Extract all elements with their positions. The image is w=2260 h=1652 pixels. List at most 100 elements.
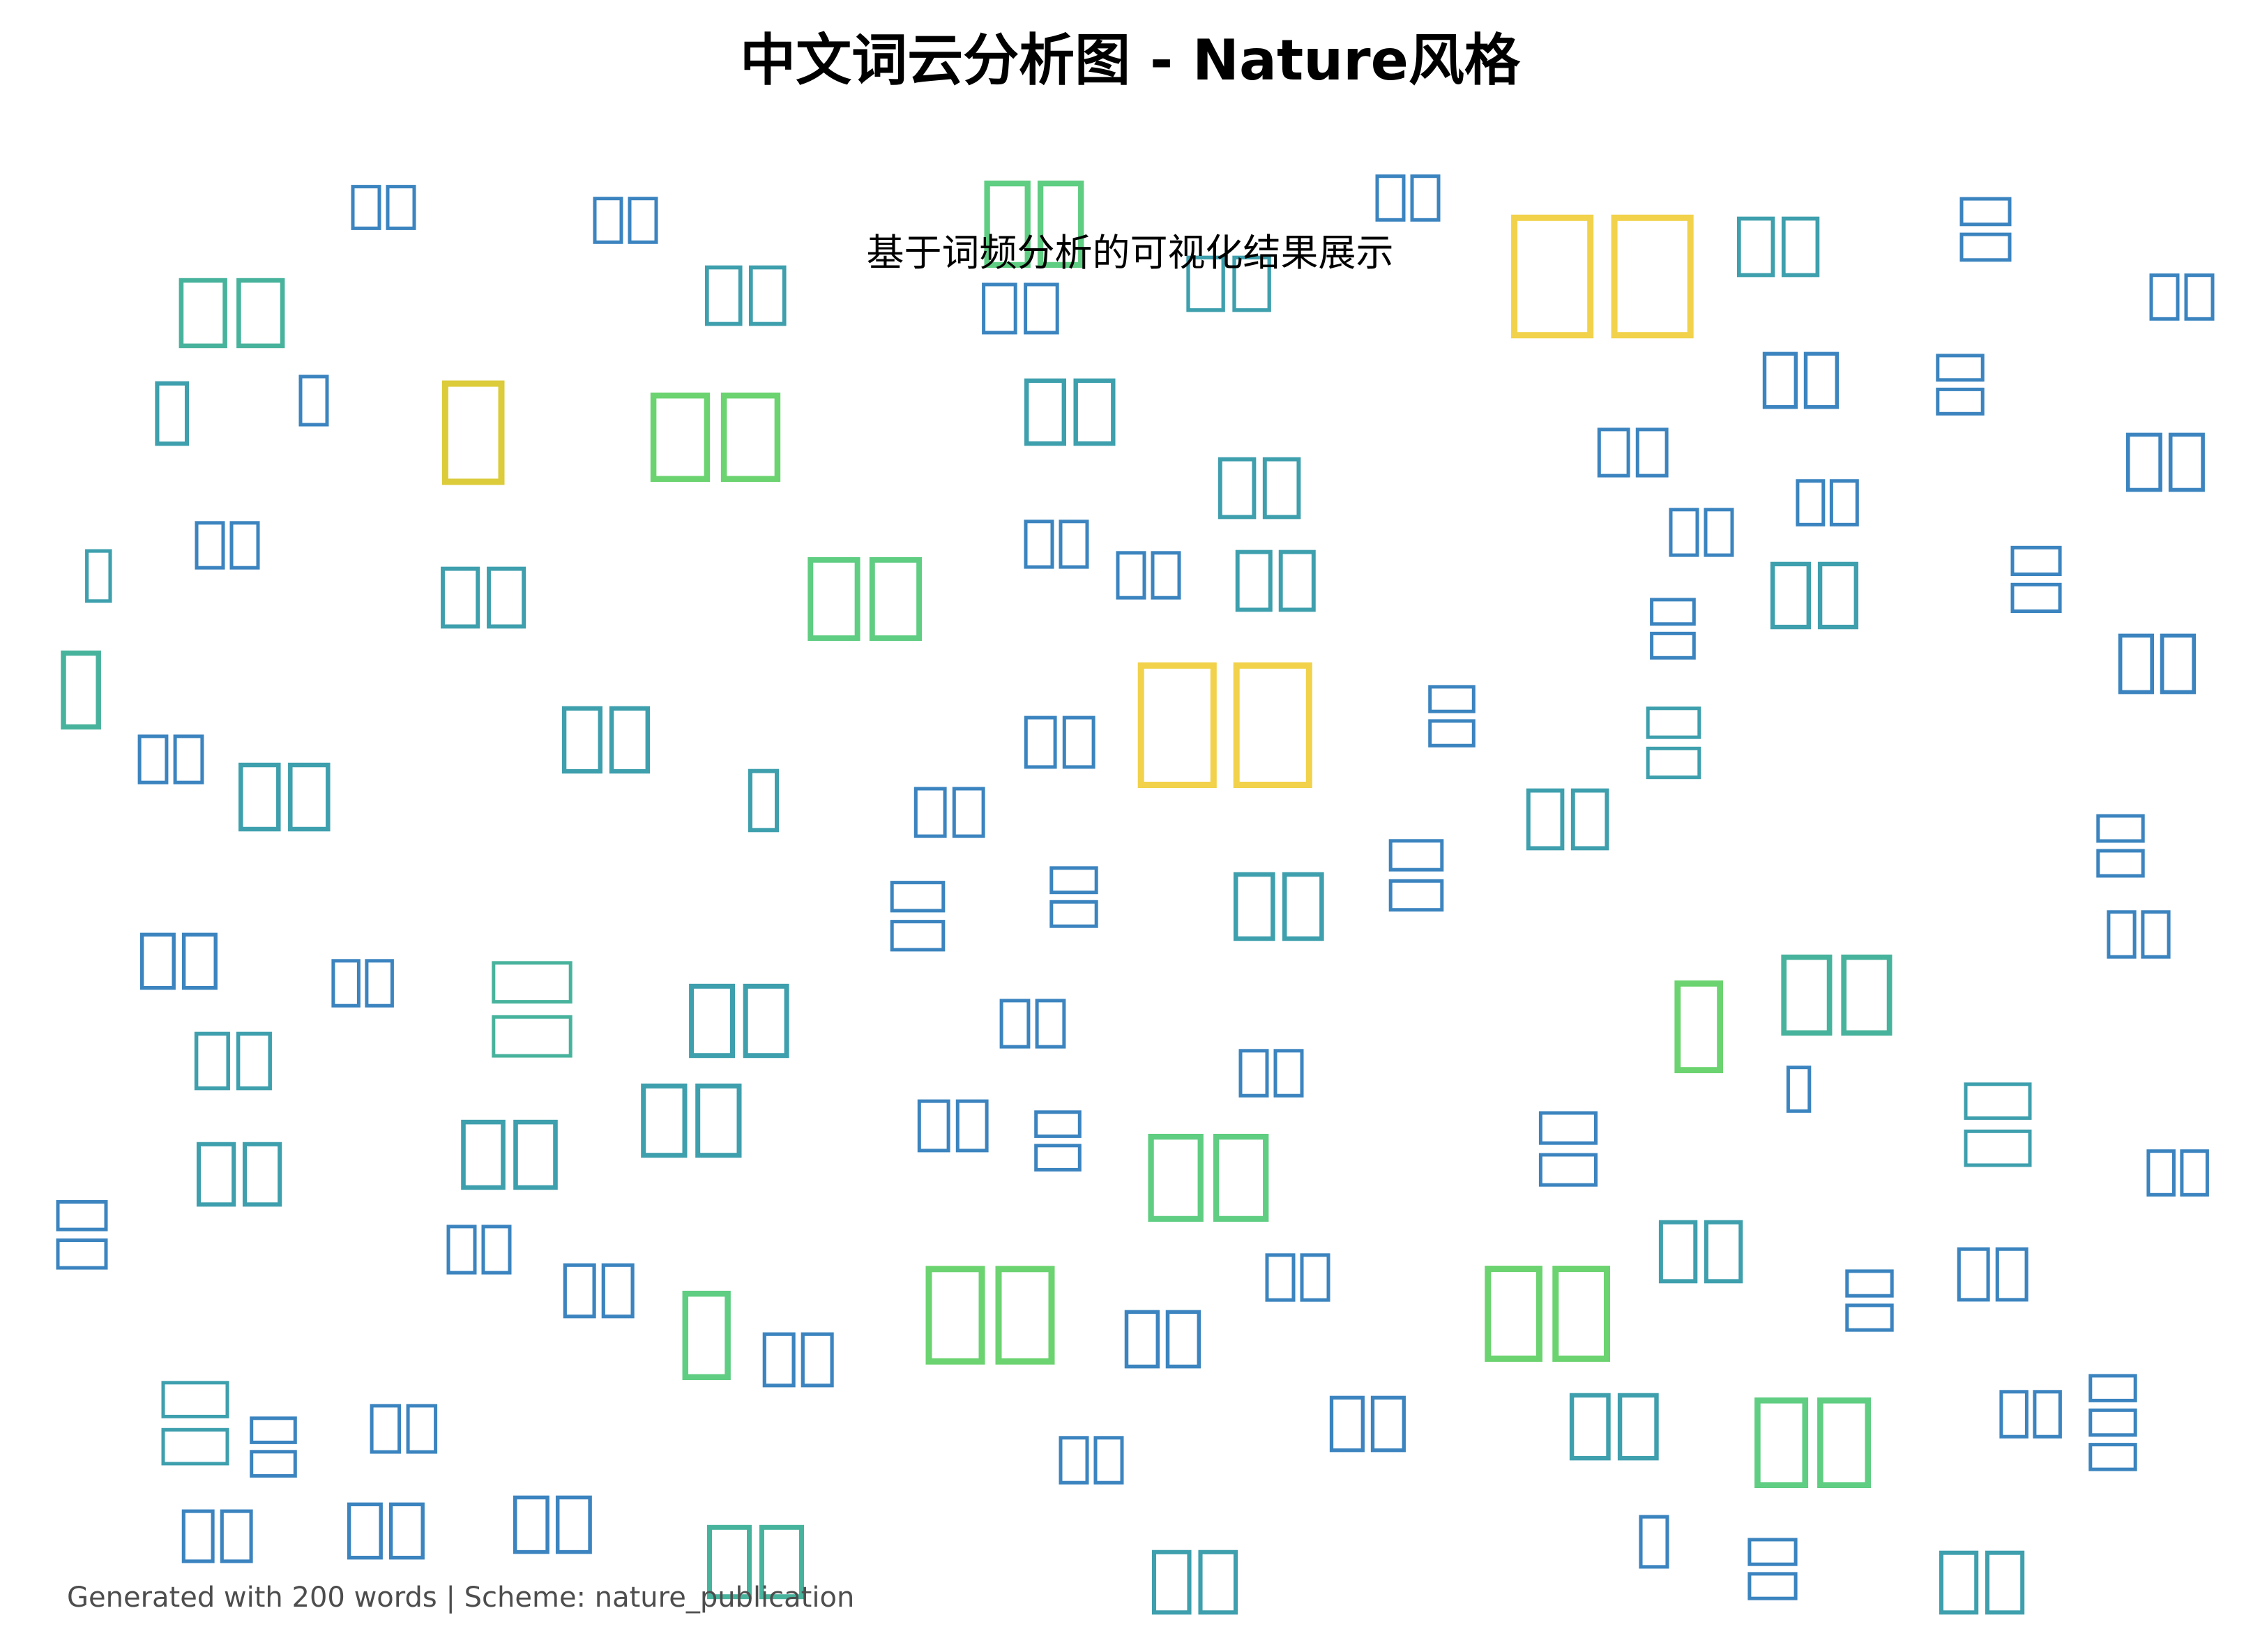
word-glyph-box (707, 1524, 752, 1600)
cloud-word-80 (1124, 1310, 1201, 1369)
word-glyph-box (807, 556, 860, 642)
word-glyph-box (890, 881, 946, 913)
word-glyph-box (2184, 273, 2215, 321)
word-glyph-box (982, 282, 1017, 335)
word-glyph-box (2149, 273, 2180, 321)
cloud-word-40 (748, 768, 779, 833)
cloud-word-24 (195, 521, 260, 570)
word-glyph-box (1817, 1397, 1872, 1489)
cloud-word-18 (1762, 351, 1839, 409)
cloud-word-75 (1658, 1220, 1743, 1284)
cloud-word-69 (56, 1200, 108, 1270)
cloud-word-1 (351, 185, 416, 230)
cloud-word-45 (2118, 633, 2197, 695)
word-glyph-box (1233, 662, 1312, 789)
word-glyph-box (2096, 849, 2145, 878)
word-glyph-box (487, 566, 526, 629)
word-glyph-box (56, 1238, 108, 1270)
word-glyph-box (748, 265, 787, 326)
word-glyph-box (2096, 814, 2145, 843)
chart-subtitle: 基于词频分析的可视化结果展示 (866, 231, 1394, 275)
cloud-word-88 (2088, 1374, 2137, 1471)
cloud-word-37 (137, 734, 204, 785)
word-glyph-box (1124, 1310, 1160, 1369)
word-glyph-box (1959, 197, 2012, 227)
word-glyph-box (1611, 214, 1694, 339)
word-glyph-box (748, 768, 779, 833)
word-glyph-box (386, 185, 416, 230)
word-glyph-box (331, 959, 361, 1008)
word-glyph-box (1796, 479, 1826, 526)
cloud-word-6 (1375, 174, 1441, 222)
word-glyph-box (1635, 427, 1669, 478)
word-glyph-box (1062, 715, 1095, 769)
cloud-word-32 (1770, 561, 1859, 630)
cloud-word-59 (1781, 954, 1893, 1036)
cloud-word-64 (917, 1099, 989, 1153)
word-glyph-box (704, 265, 743, 326)
cloud-word-85 (1569, 1393, 1659, 1461)
word-glyph-box (720, 392, 781, 483)
word-glyph-box (695, 1083, 742, 1158)
word-glyph-box (759, 1524, 804, 1600)
cloud-word-56 (999, 999, 1066, 1049)
chart-footer: Generated with 200 words | Scheme: natur… (67, 1582, 855, 1614)
word-glyph-box (1388, 879, 1444, 912)
cloud-word-76 (2146, 1149, 2209, 1197)
word-glyph-box (1957, 1247, 1990, 1302)
cloud-word-92 (1059, 1436, 1124, 1485)
word-glyph-box (1959, 232, 2012, 262)
word-glyph-box (1538, 1111, 1598, 1145)
word-glyph-box (1232, 255, 1271, 312)
cloud-word-79 (925, 1266, 1055, 1365)
cloud-word-53 (331, 959, 394, 1008)
word-glyph-box (1704, 1220, 1743, 1284)
word-glyph-box (917, 1099, 950, 1153)
cloud-word-15 (441, 380, 505, 485)
cloud-word-96 (707, 1524, 804, 1600)
cloud-word-91 (370, 1404, 438, 1454)
word-glyph-box (250, 1450, 297, 1478)
word-glyph-box (1428, 719, 1476, 748)
cloud-word-58 (1674, 980, 1724, 1074)
word-glyph-box (601, 1263, 635, 1319)
cloud-word-39 (561, 706, 650, 774)
word-glyph-box (743, 983, 789, 1059)
word-glyph-box (955, 1099, 989, 1153)
word-glyph-box (1770, 561, 1812, 630)
word-glyph-box (1059, 520, 1089, 569)
word-glyph-box (161, 1381, 229, 1418)
word-glyph-box (999, 999, 1031, 1049)
cloud-word-33 (2010, 545, 2062, 613)
word-glyph-box (1845, 1269, 1894, 1298)
word-glyph-box (236, 1031, 272, 1091)
word-glyph-box (1569, 1393, 1611, 1461)
word-glyph-box (1238, 1049, 1269, 1098)
word-glyph-box (242, 1142, 282, 1207)
word-glyph-box (2141, 910, 2171, 959)
cloud-word-78 (762, 1332, 834, 1388)
cloud-word-29 (1235, 550, 1316, 612)
word-glyph-box (890, 920, 946, 952)
word-glyph-box (1511, 214, 1594, 339)
cloud-word-81 (1485, 1266, 1611, 1362)
word-glyph-box (689, 983, 735, 1059)
word-glyph-box (1034, 1144, 1082, 1172)
cloud-word-98 (1639, 1515, 1669, 1569)
cloud-word-84 (1329, 1395, 1406, 1453)
word-glyph-box (984, 180, 1031, 268)
word-glyph-box (1049, 900, 1098, 928)
word-glyph-box (1273, 1049, 1304, 1098)
word-glyph-box (1650, 598, 1696, 626)
cloud-word-16 (650, 392, 781, 483)
word-glyph-box (1073, 378, 1116, 446)
word-glyph-box (2118, 633, 2155, 695)
cloud-word-7 (1186, 255, 1271, 312)
cloud-word-25 (441, 566, 526, 629)
word-glyph-box (2010, 582, 2062, 613)
cloud-word-77 (682, 1290, 731, 1381)
word-glyph-box (1024, 715, 1057, 769)
cloud-word-74 (1265, 1253, 1330, 1302)
cloud-word-17 (1024, 378, 1116, 446)
